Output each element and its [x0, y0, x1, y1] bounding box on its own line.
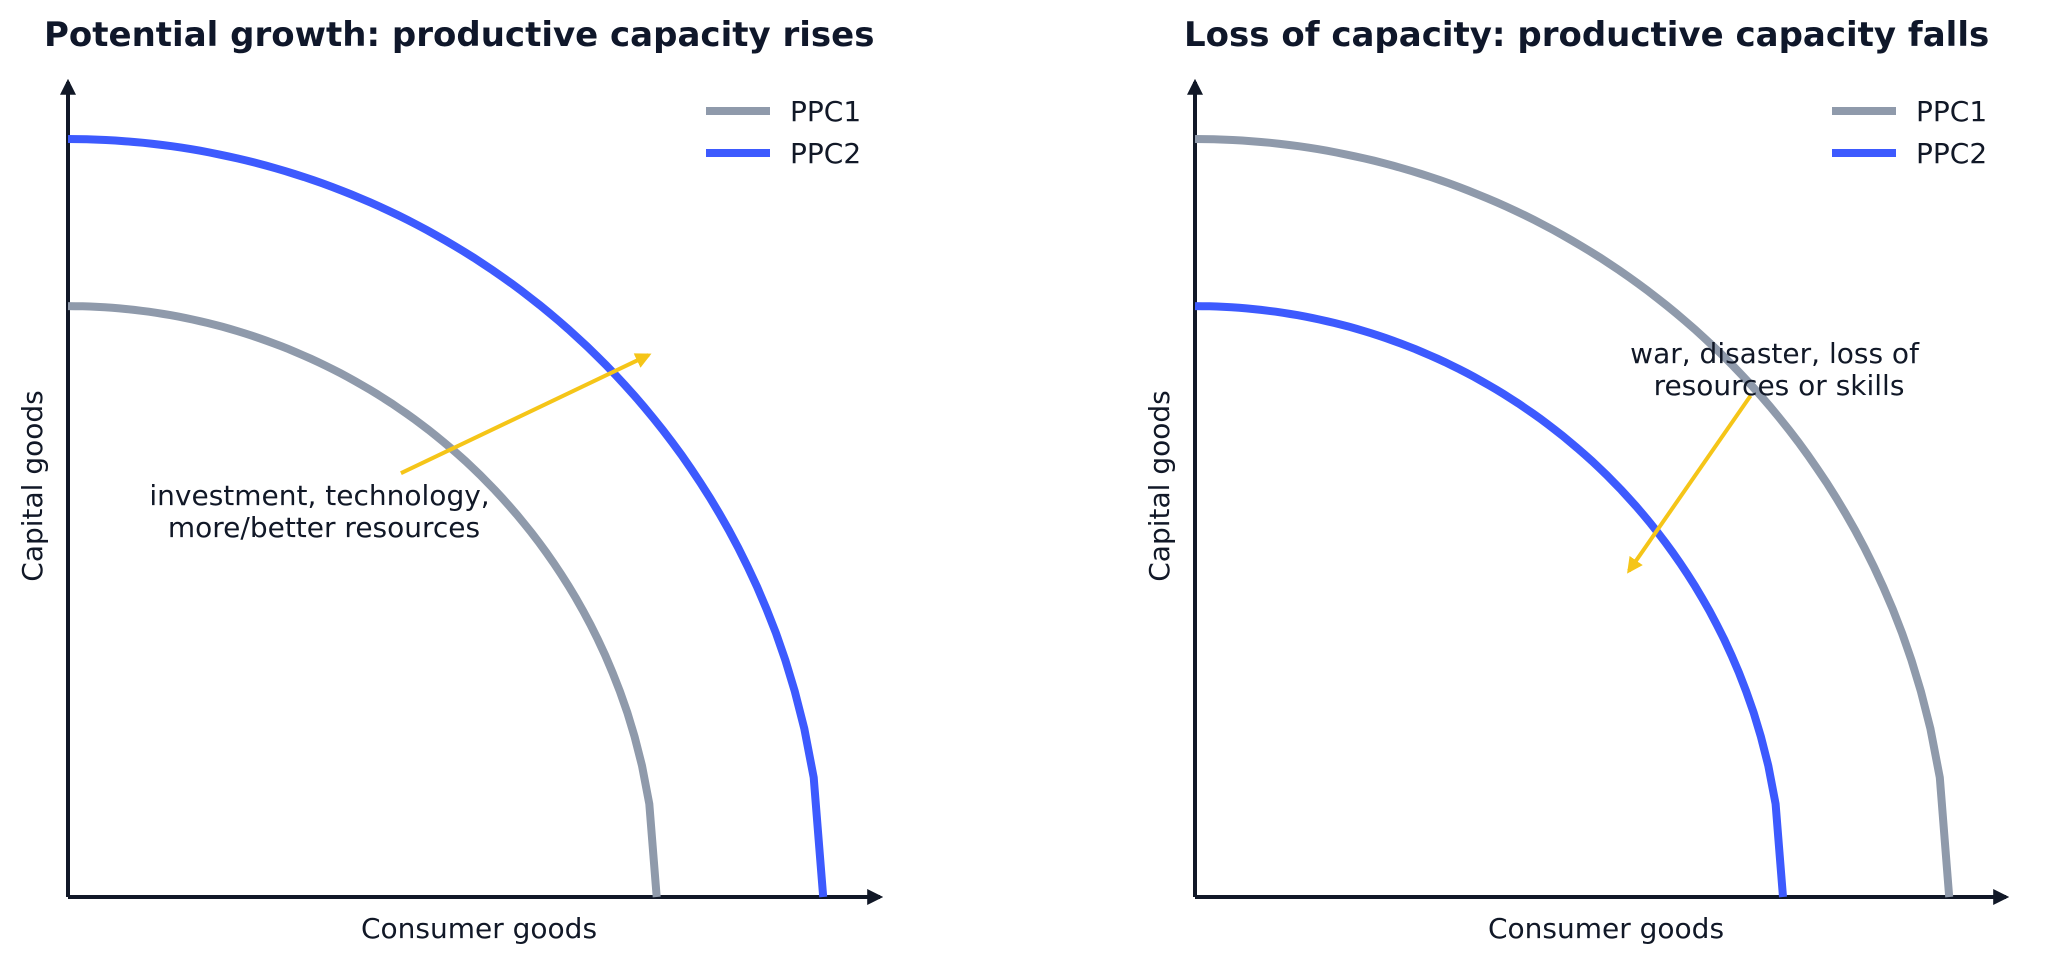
ppc-curve-ppc2-right [1194, 302, 1787, 898]
annotation-line-1-left: investment, technology, [149, 479, 489, 512]
x-axis-label-left: Consumer goods [361, 912, 597, 945]
panel-left: Potential growth: productive capacity ri… [16, 15, 884, 945]
legend-label-ppc1-right: PPC1 [1916, 95, 1987, 128]
annotation-text-right: war, disaster, loss of resources or skil… [1630, 337, 1928, 402]
annotation-text-left: investment, technology, more/better reso… [149, 479, 498, 544]
legend-label-ppc2-right: PPC2 [1916, 137, 1987, 170]
panel-right: Loss of capacity: productive capacity fa… [1143, 15, 2010, 945]
legend-right: PPC1 PPC2 [1832, 95, 1987, 170]
annotation-line-2-left: more/better resources [168, 511, 480, 544]
ppc-curves-right [1194, 135, 1954, 898]
x-axis-label-right: Consumer goods [1488, 912, 1724, 945]
legend-label-ppc2-left: PPC2 [790, 137, 861, 170]
legend-left: PPC1 PPC2 [706, 95, 861, 170]
annotation-arrow-right [1627, 394, 1753, 574]
annotation-arrow-left [400, 353, 652, 476]
ppc-curve-ppc1-right [1194, 135, 1954, 898]
chart-title-right: Loss of capacity: productive capacity fa… [1184, 15, 1989, 55]
ppc-curves-left [67, 135, 828, 898]
annotation-line-1-right: war, disaster, loss of [1630, 337, 1920, 370]
y-axis-label-right: Capital goods [1143, 390, 1176, 581]
annotation-line-2-right: resources or skills [1654, 369, 1905, 402]
legend-label-ppc1-left: PPC1 [790, 95, 861, 128]
ppc-curve-ppc2-left [67, 135, 828, 898]
chart-title-left: Potential growth: productive capacity ri… [44, 15, 874, 55]
ppc-curve-ppc1-left [67, 302, 661, 898]
y-axis-label-left: Capital goods [16, 390, 49, 581]
